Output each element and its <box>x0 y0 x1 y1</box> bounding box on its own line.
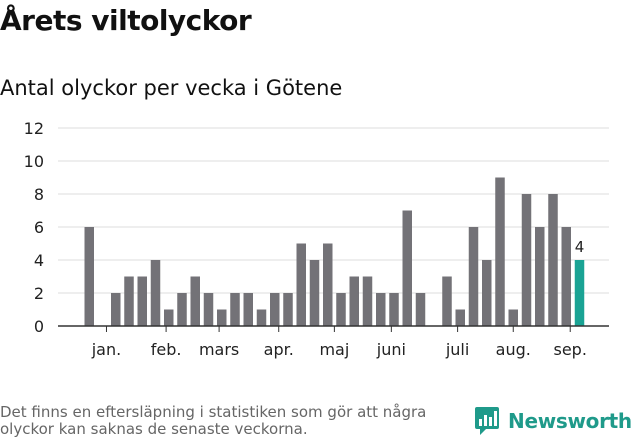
logo-text: Newsworthy <box>508 409 631 433</box>
bar <box>336 293 346 326</box>
x-tick-label: juli <box>445 340 469 359</box>
bar <box>137 276 147 326</box>
bar <box>442 276 452 326</box>
chart-subtitle: Antal olyckor per vecka i Götene <box>0 76 343 100</box>
bar <box>164 309 174 326</box>
x-tick-label: feb. <box>151 340 182 359</box>
bar <box>495 177 505 326</box>
bar <box>124 276 134 326</box>
bar <box>270 293 280 326</box>
page-title: Årets viltolyckor <box>0 4 252 37</box>
bar <box>323 243 333 326</box>
bar <box>349 276 359 326</box>
bar <box>84 227 94 326</box>
y-tick-label: 8 <box>34 185 44 204</box>
x-tick-label: mars <box>199 340 239 359</box>
bar <box>283 293 293 326</box>
bar <box>574 260 585 326</box>
x-tick-label: aug. <box>496 340 531 359</box>
bar <box>508 309 518 326</box>
y-tick-label: 10 <box>24 152 44 171</box>
y-tick-label: 12 <box>24 119 44 138</box>
y-tick-label: 0 <box>34 317 44 336</box>
y-tick-label: 6 <box>34 218 44 237</box>
bar <box>243 293 253 326</box>
bar <box>548 194 558 326</box>
bar <box>535 227 545 326</box>
bar <box>521 194 532 326</box>
x-tick-label: apr. <box>264 340 294 359</box>
bar <box>482 260 492 326</box>
bar <box>111 293 121 326</box>
bar-chart-icon <box>475 407 499 435</box>
bar <box>150 260 161 326</box>
bar <box>415 293 426 326</box>
bar <box>402 210 412 326</box>
bar <box>376 293 386 326</box>
x-tick-label: sep. <box>554 340 587 359</box>
bar-value-label: 4 <box>575 238 585 256</box>
x-tick-label: jan. <box>91 340 121 359</box>
bar-chart: 0 2 4 6 8 10 12 4 jan. feb. mars apr. maj juni juli aug… <box>24 119 609 359</box>
bar <box>256 309 267 326</box>
bar <box>389 293 399 326</box>
bar <box>468 227 479 326</box>
bar <box>561 227 571 326</box>
bar <box>296 243 306 326</box>
bar <box>309 260 320 326</box>
newsworthy-logo: Newsworthy <box>474 406 631 436</box>
x-tick-label: juni <box>376 340 406 359</box>
y-tick-label: 4 <box>34 251 44 270</box>
bar <box>203 293 214 326</box>
bar <box>455 309 465 326</box>
x-tick-label: maj <box>319 340 349 359</box>
bar <box>230 293 240 326</box>
bar <box>217 309 227 326</box>
bar <box>362 276 373 326</box>
footnote: Det finns en eftersläpning i statistiken… <box>0 403 427 438</box>
bar <box>190 276 200 326</box>
y-tick-label: 2 <box>34 284 44 303</box>
bar <box>177 293 187 326</box>
